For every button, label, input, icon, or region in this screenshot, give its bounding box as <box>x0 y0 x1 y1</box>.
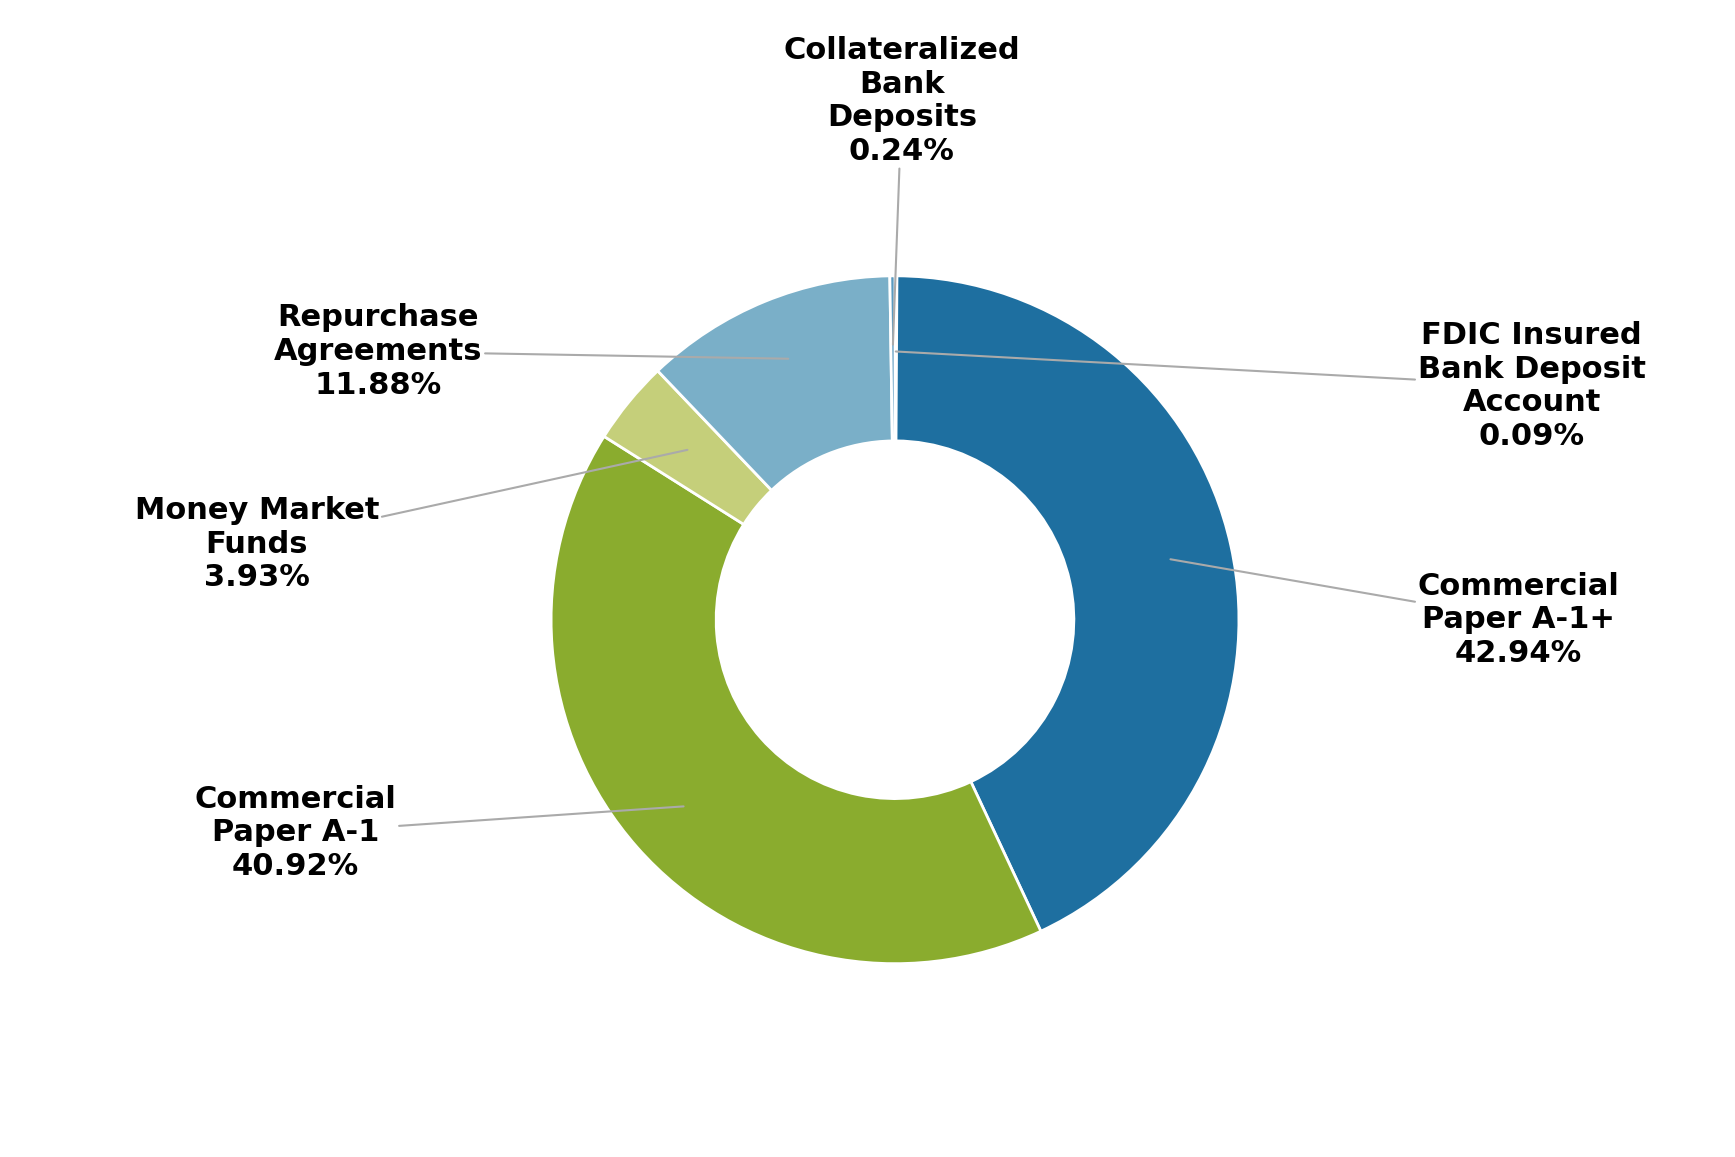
Text: Commercial
Paper A-1
40.92%: Commercial Paper A-1 40.92% <box>194 784 684 882</box>
Wedge shape <box>658 275 892 491</box>
Wedge shape <box>604 371 772 524</box>
Text: Collateralized
Bank
Deposits
0.24%: Collateralized Bank Deposits 0.24% <box>784 36 1020 345</box>
Wedge shape <box>895 275 897 441</box>
Text: Repurchase
Agreements
11.88%: Repurchase Agreements 11.88% <box>274 303 788 399</box>
Text: Money Market
Funds
3.93%: Money Market Funds 3.93% <box>135 450 687 592</box>
Text: FDIC Insured
Bank Deposit
Account
0.09%: FDIC Insured Bank Deposit Account 0.09% <box>895 320 1647 451</box>
Wedge shape <box>890 275 895 441</box>
Text: Commercial
Paper A-1+
42.94%: Commercial Paper A-1+ 42.94% <box>1171 559 1620 668</box>
Wedge shape <box>895 275 1239 931</box>
Wedge shape <box>552 436 1041 964</box>
